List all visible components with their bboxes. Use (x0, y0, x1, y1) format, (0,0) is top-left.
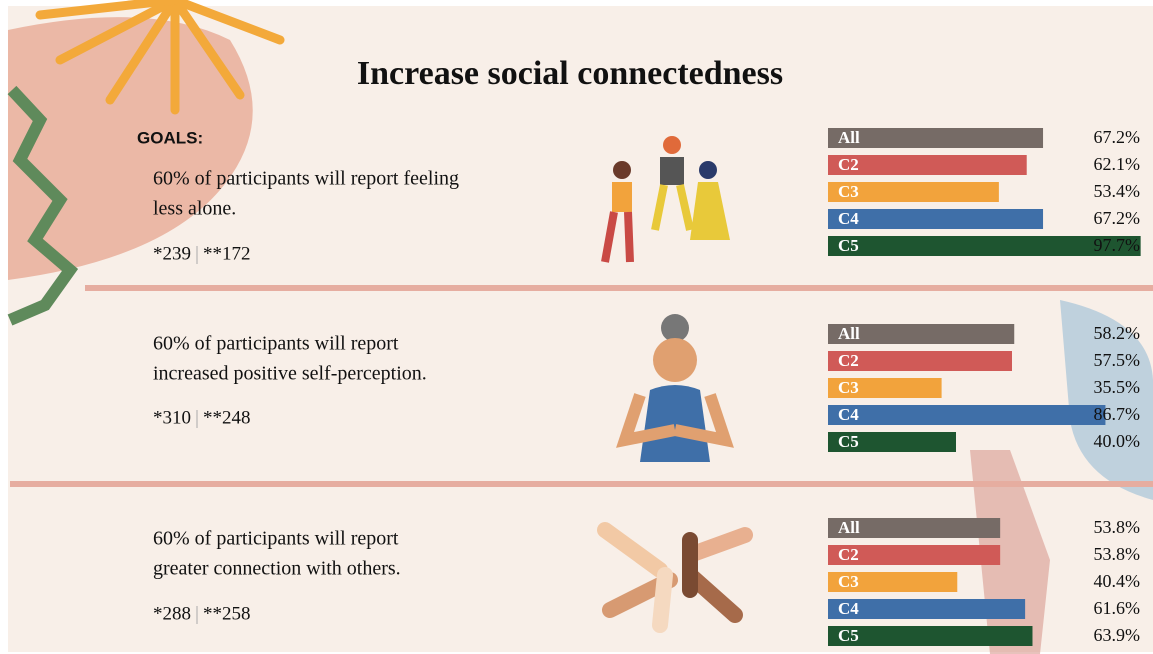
goals-label: GOALS: (137, 128, 203, 147)
value-label: 40.4% (1094, 571, 1141, 591)
bar-category: All (838, 324, 860, 343)
value-label: 63.9% (1094, 625, 1141, 645)
slide: Increase social connectedness GOALS: 60%… (0, 0, 1153, 654)
bar-category: All (838, 518, 860, 537)
value-label: 35.5% (1094, 377, 1141, 397)
value-label: 86.7% (1094, 404, 1141, 424)
value-label: 97.7% (1094, 235, 1141, 255)
bar-category: C5 (838, 432, 859, 451)
goal-text: greater connection with others. (153, 558, 401, 580)
value-label: 67.2% (1094, 208, 1141, 228)
bar-category: C4 (838, 209, 859, 228)
value-label: 57.5% (1094, 350, 1141, 370)
count: **172 (203, 243, 251, 264)
count: *310 (153, 407, 191, 428)
goal-text: 60% of participants will report (153, 333, 399, 355)
value-label: 67.2% (1094, 127, 1141, 147)
goal-text: 60% of participants will report (153, 528, 399, 550)
bar (828, 405, 1105, 425)
bar-category: C4 (838, 405, 859, 424)
bar-category: C3 (838, 182, 859, 201)
page: Increase social connectedness GOALS: 60%… (0, 0, 1153, 654)
count: *288 (153, 603, 191, 624)
bar (828, 128, 1043, 148)
count: **258 (203, 603, 251, 624)
bar-category: C3 (838, 378, 859, 397)
title: Increase social connectedness (357, 55, 783, 92)
bar-category: C2 (838, 545, 859, 564)
bar-category: C2 (838, 155, 859, 174)
count: **248 (203, 407, 251, 428)
value-label: 40.0% (1094, 431, 1141, 451)
value-label: 53.8% (1094, 517, 1141, 537)
goal-text: less alone. (153, 198, 236, 220)
bar (828, 209, 1043, 229)
bar-category: All (838, 128, 860, 147)
value-label: 58.2% (1094, 323, 1141, 343)
value-label: 62.1% (1094, 154, 1141, 174)
bar-category: C3 (838, 572, 859, 591)
value-label: 61.6% (1094, 598, 1141, 618)
bar-category: C4 (838, 599, 859, 618)
bar-category: C2 (838, 351, 859, 370)
goal-text: 60% of participants will report feeling (153, 168, 459, 190)
count: *239 (153, 243, 191, 264)
goal-text: increased positive self-perception. (153, 363, 427, 385)
bar-category: C5 (838, 236, 859, 255)
value-label: 53.4% (1094, 181, 1141, 201)
bar-category: C5 (838, 626, 859, 645)
value-label: 53.8% (1094, 544, 1141, 564)
